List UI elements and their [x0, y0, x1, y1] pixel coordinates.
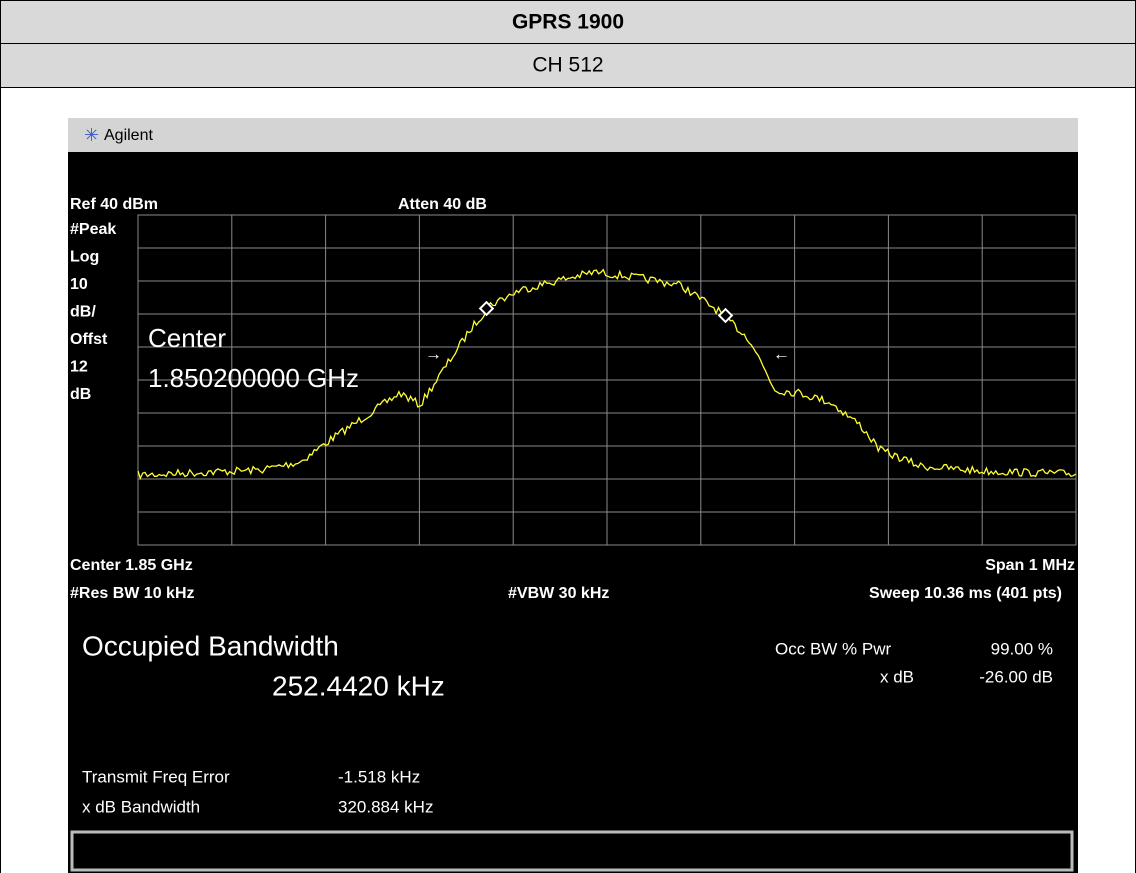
grid — [138, 215, 1076, 545]
left-label: #Peak — [70, 221, 116, 238]
occ-value: 252.4420 kHz — [272, 670, 445, 701]
arrow-right: → — [425, 344, 442, 363]
tx-err-value: -1.518 kHz — [338, 767, 420, 786]
sweep: Sweep 10.36 ms (401 pts) — [869, 585, 1062, 602]
plot-frame — [137, 214, 1077, 546]
marker — [717, 307, 734, 324]
arrow-left: ← — [773, 344, 790, 363]
ref-level: Ref 40 dBm — [70, 196, 158, 213]
res-bw: #Res BW 10 kHz — [70, 585, 195, 602]
xdb-label: x dB — [880, 667, 914, 686]
xdb-bw-label: x dB Bandwidth — [82, 797, 200, 816]
trace — [137, 268, 1077, 481]
left-label: 10 — [70, 276, 88, 293]
marker-label: Center — [148, 323, 226, 353]
subtitle: CH 512 — [532, 54, 603, 77]
vbw: #VBW 30 kHz — [508, 585, 609, 602]
title-row — [0, 0, 1136, 44]
occ-pwr-label: Occ BW % Pwr — [775, 639, 892, 658]
marker — [478, 300, 495, 317]
left-label: dB — [70, 386, 91, 403]
tx-err-label: Transmit Freq Error — [82, 767, 230, 786]
left-label: dB/ — [70, 304, 96, 321]
brand-icon: ✳ — [84, 125, 99, 145]
marker-freq: 1.850200000 GHz — [148, 363, 359, 393]
left-label: 12 — [70, 359, 88, 376]
left-labels: #Peak Log 10 dB/Offst 12 dB — [70, 221, 116, 403]
xdb-bw-value: 320.884 kHz — [338, 797, 433, 816]
attenuation: Atten 40 dB — [398, 196, 487, 213]
brand-bar — [68, 118, 1078, 152]
channel-row — [0, 43, 1136, 88]
xdb-value: -26.00 dB — [979, 667, 1053, 686]
left-label: Offst — [70, 331, 108, 348]
span: Span 1 MHz — [985, 557, 1075, 574]
occ-pwr-value: 99.00 % — [991, 639, 1053, 658]
brand: Agilent — [104, 127, 153, 144]
input-box — [70, 830, 1074, 872]
title: GPRS 1900 — [512, 11, 624, 34]
occ-title: Occupied Bandwidth — [82, 630, 339, 661]
center-freq: Center 1.85 GHz — [70, 557, 193, 574]
left-label: Log — [70, 249, 99, 266]
